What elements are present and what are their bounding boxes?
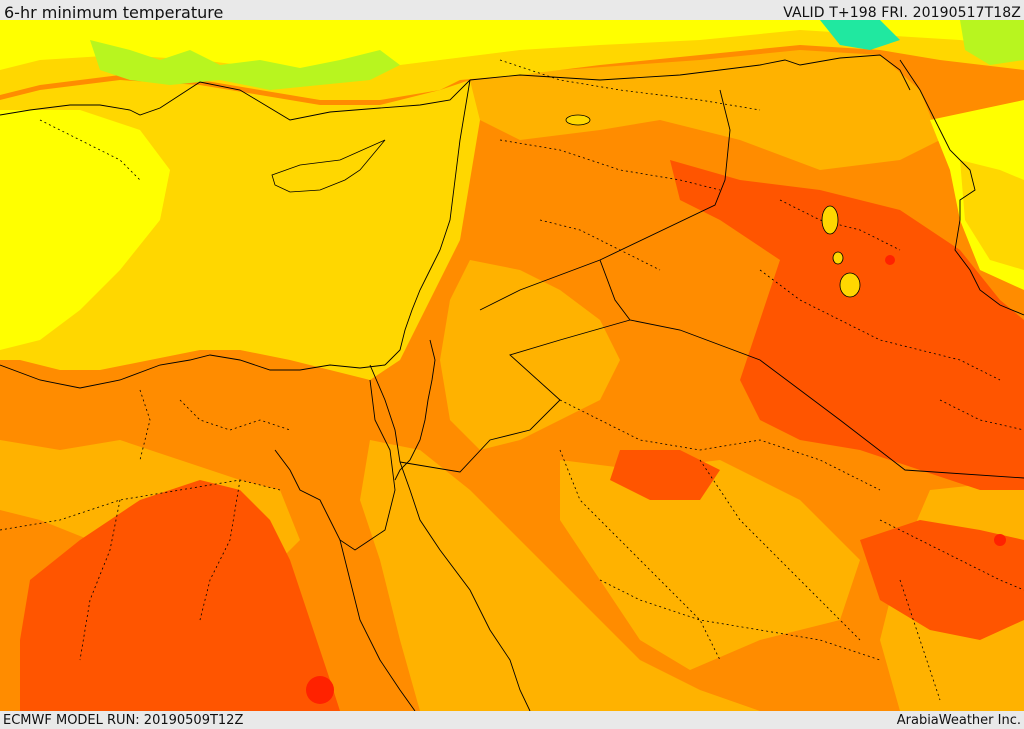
map-title: 6-hr minimum temperature xyxy=(4,3,224,22)
coastline-red-sea-west xyxy=(339,539,416,711)
lake-iraq-3 xyxy=(832,251,844,265)
zone-gold-east xyxy=(960,160,1024,270)
border-jordan-saudi xyxy=(399,319,631,473)
zone-dark-orange-arabia-mid xyxy=(610,450,720,500)
coastline-gulf-suez xyxy=(274,379,396,551)
zone-dark-orange-egypt xyxy=(20,480,340,711)
border-egypt-israel xyxy=(369,364,401,463)
zone-light-orange-arabia xyxy=(560,460,860,670)
border-turkey-syria xyxy=(469,54,911,91)
zone-red-egypt xyxy=(306,676,334,704)
lake-iraq-2 xyxy=(839,272,861,298)
province-line-1 xyxy=(0,479,281,531)
zone-light-orange-south xyxy=(360,440,760,711)
border-iraq-saudi xyxy=(599,259,1024,479)
zone-red-southeast xyxy=(994,534,1006,546)
model-run-label: ECMWF MODEL RUN: 20190509T12Z xyxy=(3,713,244,728)
province-borders xyxy=(0,59,1024,701)
zone-light-green-ne xyxy=(960,20,1024,65)
coastline-red-sea-east xyxy=(399,461,531,711)
lake-iraq-1 xyxy=(821,205,839,235)
zone-light-orange-north xyxy=(470,50,940,170)
valid-time-label: VALID T+198 FRI. 20190517T18Z xyxy=(783,5,1021,21)
coastline-egypt-north xyxy=(0,354,386,389)
province-line-2 xyxy=(79,499,121,661)
province-line-15 xyxy=(599,579,881,661)
map-canvas xyxy=(0,20,1024,711)
country-borders xyxy=(0,54,1024,711)
zone-green-north xyxy=(90,40,400,90)
province-line-7 xyxy=(559,449,721,661)
province-line-10 xyxy=(779,199,901,251)
province-line-9 xyxy=(759,269,1001,381)
province-line-11 xyxy=(499,139,721,191)
border-syria-iraq xyxy=(479,89,731,311)
credit-label: ArabiaWeather Inc. xyxy=(896,713,1021,728)
zone-green-north-east xyxy=(820,20,900,50)
zone-red-iraq xyxy=(885,255,895,265)
coastline-iran-west xyxy=(899,59,1024,316)
province-line-14 xyxy=(899,579,941,701)
footer-bar: ECMWF MODEL RUN: 20190509T12Z ArabiaWeat… xyxy=(0,711,1024,729)
province-line-12 xyxy=(539,219,661,271)
zone-dark-orange-southeast xyxy=(860,520,1024,640)
zone-yellow-turkey xyxy=(0,20,1024,70)
province-line-5 xyxy=(139,389,151,461)
coastline-turkey-south xyxy=(0,79,471,121)
province-line-3 xyxy=(199,479,241,621)
cyprus-island xyxy=(271,139,386,193)
coastline-dead-sea xyxy=(394,339,436,481)
zone-dark-orange-iraq xyxy=(670,160,1024,490)
temperature-map xyxy=(0,20,1024,711)
zone-yellow-sea-west xyxy=(0,110,170,350)
header-bar: 6-hr minimum temperature VALID T+198 FRI… xyxy=(0,0,1024,22)
province-line-6 xyxy=(559,399,881,491)
lake-turkey xyxy=(565,114,591,126)
coastline-levant xyxy=(384,79,471,366)
